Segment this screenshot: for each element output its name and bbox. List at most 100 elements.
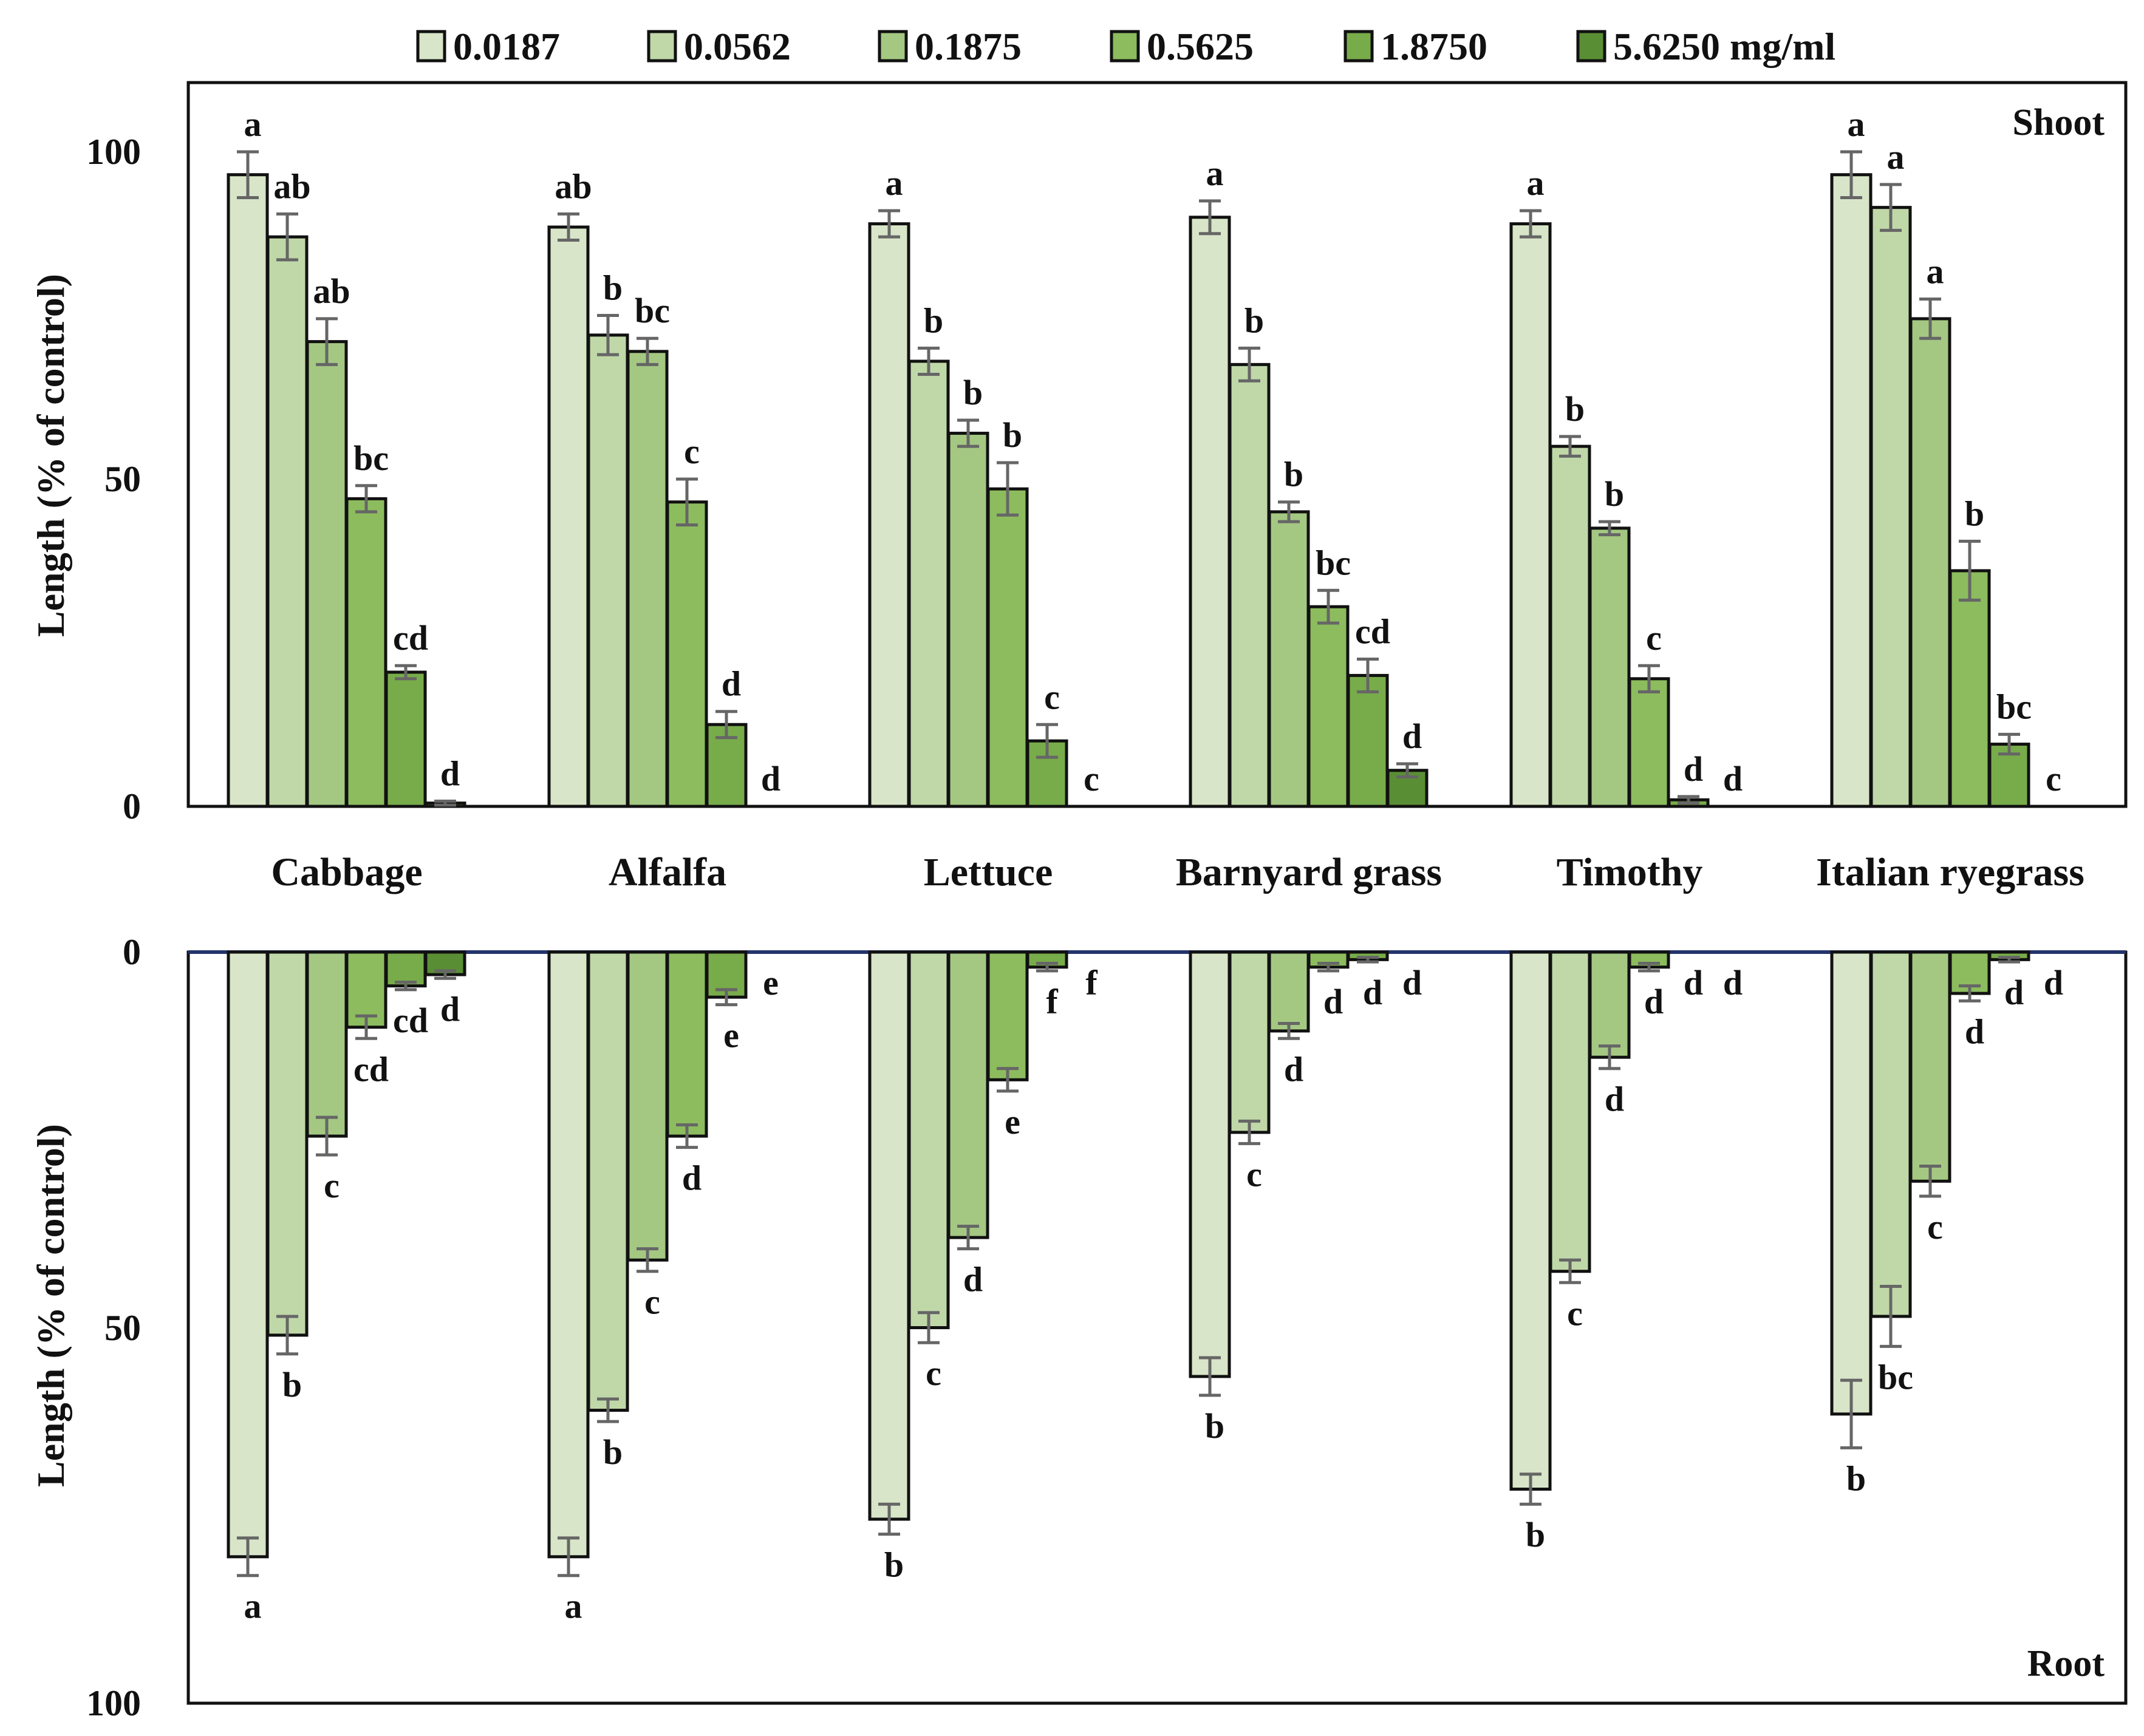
shoot-significance-label: c: [2046, 759, 2061, 798]
legend-swatch: [1576, 30, 1606, 63]
legend-label: 0.5625: [1147, 25, 1254, 68]
root-significance-label: d: [682, 1159, 702, 1198]
root-significance-label: b: [282, 1365, 302, 1404]
root-significance-label: d: [2044, 963, 2063, 1002]
shoot-bar: [1628, 677, 1670, 808]
shoot-bar: [345, 497, 387, 808]
root-significance-label: b: [1846, 1459, 1866, 1498]
shoot-significance-label: d: [722, 664, 741, 704]
root-significance-label: b: [603, 1432, 623, 1472]
shoot-bar: [587, 333, 629, 808]
root-bar: [1830, 950, 1873, 1416]
root-significance-label: d: [1402, 963, 1422, 1002]
shoot-significance-label: b: [924, 301, 943, 340]
root-significance-label: bc: [1878, 1357, 1913, 1397]
legend-swatch: [878, 30, 908, 63]
category-label: Italian ryegrass: [1816, 850, 2084, 894]
root-bars: [227, 950, 2030, 1559]
shoot-panel-label: Shoot: [2012, 102, 2105, 143]
root-bar: [1228, 950, 1271, 1134]
root-significance-label: d: [1684, 963, 1703, 1002]
root-bar: [666, 950, 708, 1138]
root-bar: [227, 950, 269, 1559]
root-bar: [1509, 950, 1552, 1491]
shoot-bar: [666, 500, 708, 808]
root-significance-label: cd: [353, 1049, 389, 1089]
shoot-bar: [1869, 206, 1912, 808]
root-significance-label: c: [1246, 1154, 1262, 1194]
legend-label: 0.1875: [915, 25, 1022, 68]
root-significance-label: d: [1965, 1012, 1984, 1051]
shoot-bar: [1347, 673, 1389, 808]
shoot-bar: [626, 350, 669, 808]
shoot-bar: [547, 225, 590, 808]
root-bar: [1948, 950, 1991, 995]
shoot-significance-label: b: [1244, 301, 1264, 340]
shoot-bar: [868, 222, 910, 808]
root-significance-label: d: [1605, 1080, 1624, 1119]
shoot-significance-label: a: [1206, 154, 1224, 193]
shoot-significance-label: b: [1965, 494, 1984, 533]
category-label: Cabbage: [271, 850, 422, 894]
root-significance-label: c: [1567, 1293, 1583, 1333]
shoot-significance-label: bc: [1996, 687, 2032, 726]
legend-swatch: [416, 30, 446, 63]
shoot-bar: [1588, 526, 1631, 808]
legend-swatch: [1110, 30, 1140, 63]
root-bar: [947, 950, 989, 1239]
shoot-bar: [1909, 317, 1951, 808]
shoot-significance-label: bc: [635, 291, 670, 330]
shoot-bar: [266, 235, 309, 808]
shoot-y-tick-label: 50: [104, 459, 141, 499]
shoot-bar: [1268, 510, 1310, 808]
shoot-plot-frame: [186, 81, 2128, 808]
shoot-significance-label: d: [440, 754, 460, 793]
root-significance-label: c: [1927, 1207, 1943, 1247]
root-bar: [986, 950, 1029, 1081]
shoot-significance-label: d: [1684, 749, 1703, 789]
shoot-y-axis-label: Length (% of control): [29, 274, 72, 637]
root-bar: [306, 950, 348, 1138]
legend: 0.0187 0.0562 0.1875 0.5625 1.8750 5.6250 mg/…: [416, 25, 1835, 68]
shoot-bars: [227, 173, 2030, 808]
shoot-bar: [1948, 569, 1991, 808]
root-y-ticks: 0 50 100: [86, 932, 141, 1723]
root-error-bars: [237, 956, 2020, 1578]
shoot-significance-label: b: [1003, 415, 1022, 455]
category-label: Barnyard grass: [1176, 850, 1442, 894]
legend-swatch: [1343, 30, 1374, 63]
root-bar: [345, 950, 387, 1029]
shoot-bar: [1830, 173, 1873, 808]
shoot-significance-label: c: [1646, 618, 1662, 658]
root-significance-label: d: [963, 1260, 983, 1299]
shoot-significance-label: bc: [353, 438, 389, 478]
shoot-significance-label: a: [244, 104, 262, 144]
shoot-significance-label: c: [1044, 677, 1060, 717]
root-significance-label: c: [644, 1282, 660, 1322]
root-significance-label: d: [1723, 963, 1743, 1002]
root-bar: [626, 950, 669, 1262]
shoot-significance-label: d: [1402, 717, 1422, 756]
root-y-tick-label: 0: [123, 932, 141, 972]
category-label: Alfalfa: [609, 850, 726, 894]
root-bar: [1268, 950, 1310, 1033]
shoot-bar: [907, 359, 950, 808]
root-bar: [1549, 950, 1591, 1273]
root-significance-label: a: [565, 1587, 582, 1626]
category-labels: Cabbage Alfalfa Lettuce Barnyard grass Timot…: [271, 850, 2084, 894]
root-significance-label: d: [440, 989, 460, 1029]
shoot-error-bars: [237, 150, 2020, 807]
shoot-bar: [1549, 444, 1591, 808]
shoot-significance-label: b: [1565, 389, 1585, 429]
legend-swatch: [647, 30, 677, 63]
root-significance-label: e: [763, 963, 779, 1002]
shoot-y-ticks: 0 50 100: [86, 132, 141, 826]
shoot-bar: [306, 340, 348, 808]
shoot-significance-label: ab: [313, 271, 350, 311]
root-significance-label: d: [1644, 982, 1664, 1021]
shoot-bar: [1307, 605, 1350, 808]
